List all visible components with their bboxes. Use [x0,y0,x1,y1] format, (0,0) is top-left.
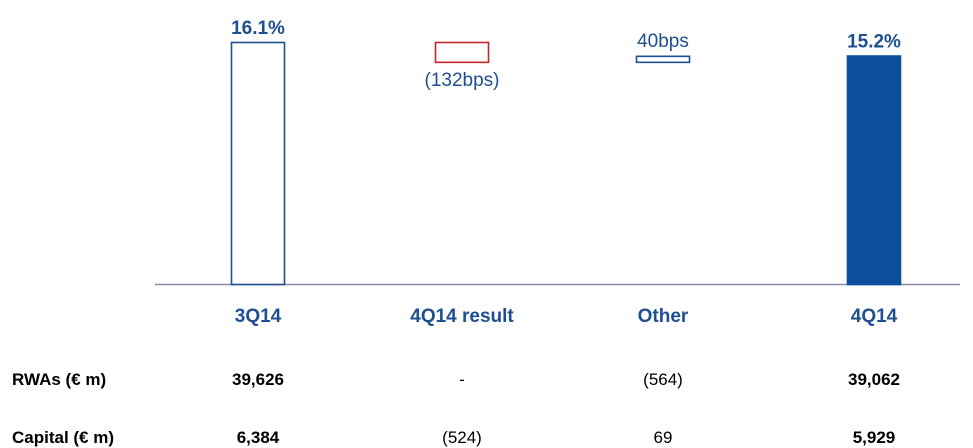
category-label-4q14-result: 4Q14 result [410,306,514,327]
capital-other-value: 69 [653,428,673,447]
capital-row-label: Capital (€ m) [12,428,115,447]
capital-4q14-value: 5,929 [852,428,896,447]
data-label-4q14: 15.2% [847,32,901,53]
waterfall-chart: 16.1% (132bps) 40bps 15.2% [155,18,960,286]
capital-4q14-result-value: (524) [442,428,482,447]
bar-other [635,55,691,64]
rwas-4q14-result-value: - [459,370,465,389]
capital-3q14-value: 6,384 [236,428,280,447]
data-label-4q14-result: (132bps) [425,70,500,91]
rwas-3q14-value: 39,626 [232,370,284,389]
category-label-4q14: 4Q14 [850,306,898,327]
bar-4q14-result [434,41,490,64]
category-label-3q14: 3Q14 [234,306,282,327]
bar-4q14 [846,55,902,286]
data-label-other: 40bps [637,31,689,52]
rwas-row-label: RWAs (€ m) [12,370,107,389]
rwas-4q14-value: 39,062 [848,370,900,389]
bar-3q14 [230,41,286,286]
category-label-other: Other [637,306,689,327]
rwas-other-value: (564) [643,370,683,389]
data-label-3q14: 16.1% [231,18,285,39]
